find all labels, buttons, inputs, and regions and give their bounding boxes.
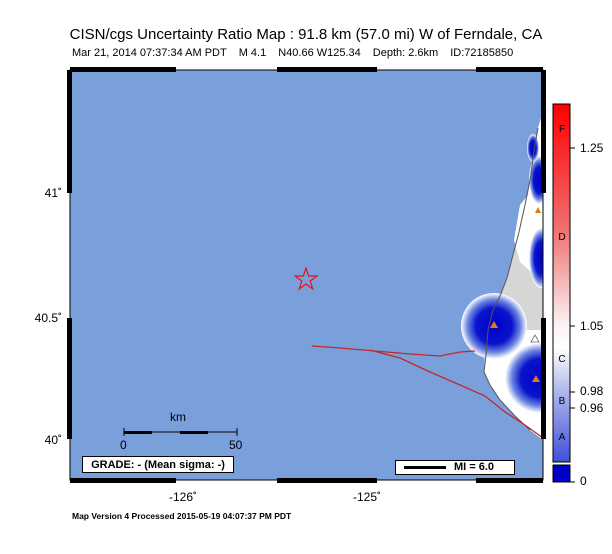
uncertainty-blob: [529, 228, 543, 288]
uncertainty-blob: [505, 343, 543, 413]
coastline: [483, 127, 539, 431]
colorbar-letter-f: F: [558, 124, 566, 135]
scale-start: 0: [120, 438, 127, 452]
uncertainty-blob: [529, 156, 543, 204]
event-location: N40.66 W125.34: [278, 47, 361, 59]
mi-legend-text: MI = 6.0: [454, 461, 495, 473]
lon-label-125: -125˚: [352, 490, 381, 504]
fault-line: [369, 349, 543, 439]
map-title: CISN/cgs Uncertainty Ratio Map : 91.8 km…: [69, 26, 543, 43]
event-date: Mar 21, 2014 07:37:34 AM PDT: [72, 47, 227, 59]
colorbar-letter-a: A: [558, 432, 566, 443]
ocean: [70, 70, 543, 480]
colorbar-tick: 0.96: [580, 401, 604, 415]
event-depth: Depth: 2.6km: [372, 47, 439, 59]
event-info: Mar 21, 2014 07:37:34 AM PDT M 4.1 N40.66 …: [72, 47, 552, 59]
scale-unit: km: [170, 410, 186, 424]
station-triangle: [532, 375, 540, 382]
map-version-footer: Map Version 4 Processed 2015-05-19 04:07…: [72, 511, 292, 521]
colorbar-tick: 1.05: [580, 319, 604, 333]
event-magnitude: M 4.1: [238, 47, 267, 59]
station-triangle: [530, 334, 540, 343]
grade-label: GRADE: - (Mean sigma: -): [82, 456, 234, 473]
event-id: ID:72185850: [450, 47, 514, 59]
scale-end: 50: [229, 438, 243, 452]
colorbar-letter-c: C: [558, 354, 566, 365]
colorbar: [552, 103, 575, 483]
station-triangle: [490, 321, 498, 328]
lat-label-41: 41˚: [44, 186, 62, 200]
mi-legend: MI = 6.0: [395, 460, 515, 475]
scale-bar: [123, 428, 238, 436]
colorbar-tick: 0: [580, 474, 587, 488]
epicenter-star: [293, 266, 319, 291]
colorbar-letter-b: B: [558, 396, 566, 407]
lat-label-40: 40˚: [44, 433, 62, 447]
colorbar-tick: 1.25: [580, 141, 604, 155]
map-border-ticks: [67, 67, 546, 483]
colorbar-letter-d: D: [558, 232, 566, 243]
mi-legend-line: [404, 466, 446, 469]
lat-label-40-5: 40.5˚: [34, 311, 62, 325]
station-triangle: [535, 207, 541, 213]
fault-line: [311, 345, 476, 357]
lon-label-126: -126˚: [168, 490, 197, 504]
colorbar-tick: 0.98: [580, 384, 604, 398]
